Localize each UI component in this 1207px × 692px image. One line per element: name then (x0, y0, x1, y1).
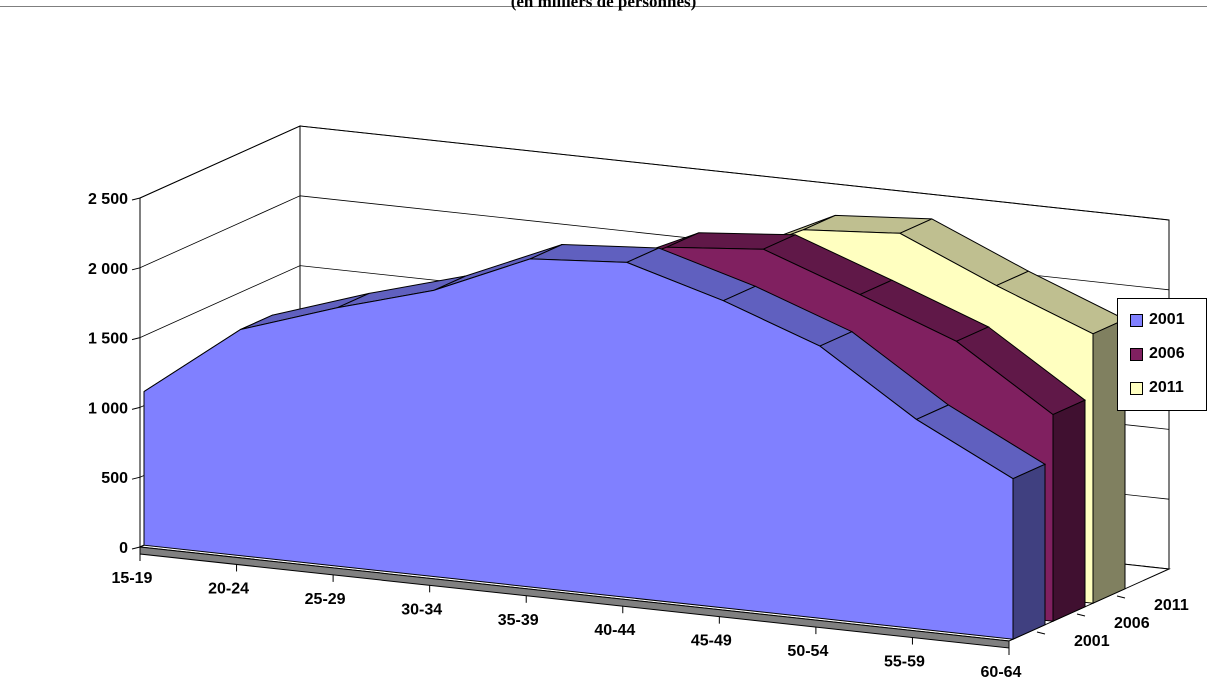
x-tick-label: 20-24 (208, 580, 249, 597)
x-tick-label: 30-34 (401, 601, 442, 618)
depth-tick-label: 2001 (1074, 633, 1110, 650)
depth-tick-mark (1116, 595, 1126, 599)
y-tick-label: 2 500 (88, 191, 128, 208)
depth-tick-label: 2011 (1154, 597, 1189, 614)
x-tick-label: 55-59 (884, 654, 925, 671)
legend-item-2006: 2006 (1130, 344, 1185, 364)
y-tick-mark (131, 406, 141, 410)
legend: 2001 2006 2011 (1117, 298, 1207, 411)
chart-subtitle: (en milliers de personnes) (510, 0, 697, 11)
x-tick-label: 50-54 (787, 643, 828, 660)
area-end-cap (1052, 399, 1086, 622)
y-tick-mark (131, 476, 141, 480)
area-front-2001 (143, 258, 1014, 640)
legend-item-2011: 2011 (1130, 378, 1184, 398)
y-tick-mark (131, 267, 141, 271)
y-tick-label: 1 000 (88, 400, 128, 417)
y-tick-label: 2 000 (88, 261, 128, 278)
x-tick-label: 25-29 (305, 591, 346, 608)
area-end-cap (1012, 463, 1046, 640)
legend-label: 2011 (1149, 379, 1184, 396)
y-tick-label: 0 (119, 540, 128, 557)
y-tick-mark (131, 546, 141, 550)
y-tick-label: 500 (101, 470, 128, 487)
y-tick-mark (131, 337, 141, 341)
y-tick-mark (131, 197, 141, 201)
x-tick-label: 40-44 (594, 622, 635, 639)
legend-swatch (1130, 381, 1143, 395)
gridline (139, 125, 1170, 221)
legend-label: 2006 (1149, 345, 1185, 362)
legend-swatch (1130, 347, 1143, 361)
x-tick-label: 35-39 (498, 612, 539, 629)
depth-tick-mark (1076, 613, 1086, 617)
depth-tick-label: 2006 (1114, 615, 1150, 632)
legend-swatch (1130, 313, 1143, 327)
y-tick-label: 1 500 (88, 331, 128, 348)
x-tick-label: 60-64 (981, 664, 1022, 681)
x-tick-label: 45-49 (691, 633, 732, 650)
x-tick-label: 15-19 (112, 570, 153, 587)
depth-tick-mark (1036, 631, 1046, 635)
legend-item-2001: 2001 (1130, 310, 1185, 330)
top-border (0, 6, 1207, 7)
legend-label: 2001 (1149, 311, 1185, 328)
